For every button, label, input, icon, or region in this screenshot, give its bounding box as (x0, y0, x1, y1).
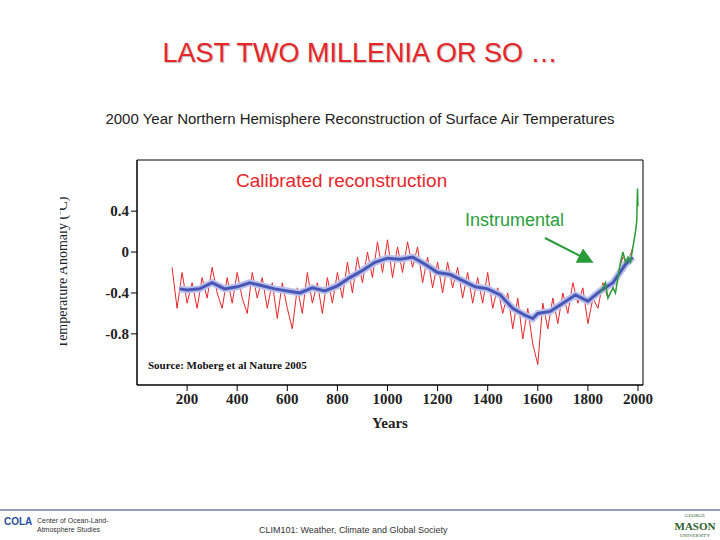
svg-text:1000: 1000 (372, 391, 402, 407)
html-text:Atmosphere Studies: Atmosphere Studies (37, 526, 100, 533)
svg-text:0.4: 0.4 (110, 203, 129, 219)
svg-text:400: 400 (226, 391, 249, 407)
svg-text:1400: 1400 (473, 391, 503, 407)
svg-text:Years: Years (372, 415, 408, 430)
svg-text:0: 0 (122, 244, 130, 260)
svg-text:1200: 1200 (423, 391, 453, 407)
html-text:Calibrated reconstruction: Calibrated reconstruction (236, 170, 448, 191)
html-text:Source: Moberg et al Nature 20: Source: Moberg et al Nature 2005 (148, 359, 307, 371)
html-text:2000 Year Northern Hemisphere: 2000 Year Northern Hemisphere Reconstruc… (105, 110, 615, 127)
html-text:MASON: MASON (674, 520, 716, 532)
svg-text:600: 600 (276, 391, 299, 407)
svg-text:800: 800 (326, 391, 349, 407)
html-text:LAST TWO MILLENIA OR SO …: LAST TWO MILLENIA OR SO … (162, 38, 558, 68)
svg-text:200: 200 (176, 391, 199, 407)
html-text:Center of Ocean-Land-: Center of Ocean-Land- (37, 517, 109, 524)
html-text:GEORGE: GEORGE (684, 513, 706, 518)
svg-text:2000: 2000 (623, 391, 653, 407)
svg-text:1600: 1600 (523, 391, 553, 407)
html-text:CLIM101: Weather, Climate and: CLIM101: Weather, Climate and Global Soc… (259, 525, 448, 535)
html-text:Instrumental: Instrumental (465, 210, 564, 230)
svg-text:-0.4: -0.4 (105, 285, 129, 301)
svg-text:Temperature Anomaly (ºC): Temperature Anomaly (ºC) (60, 196, 71, 348)
svg-text:-0.8: -0.8 (105, 326, 129, 342)
html-text:UNIVERSITY: UNIVERSITY (680, 533, 710, 538)
svg-text:1800: 1800 (573, 391, 603, 407)
html-text:COLA: COLA (4, 516, 33, 527)
